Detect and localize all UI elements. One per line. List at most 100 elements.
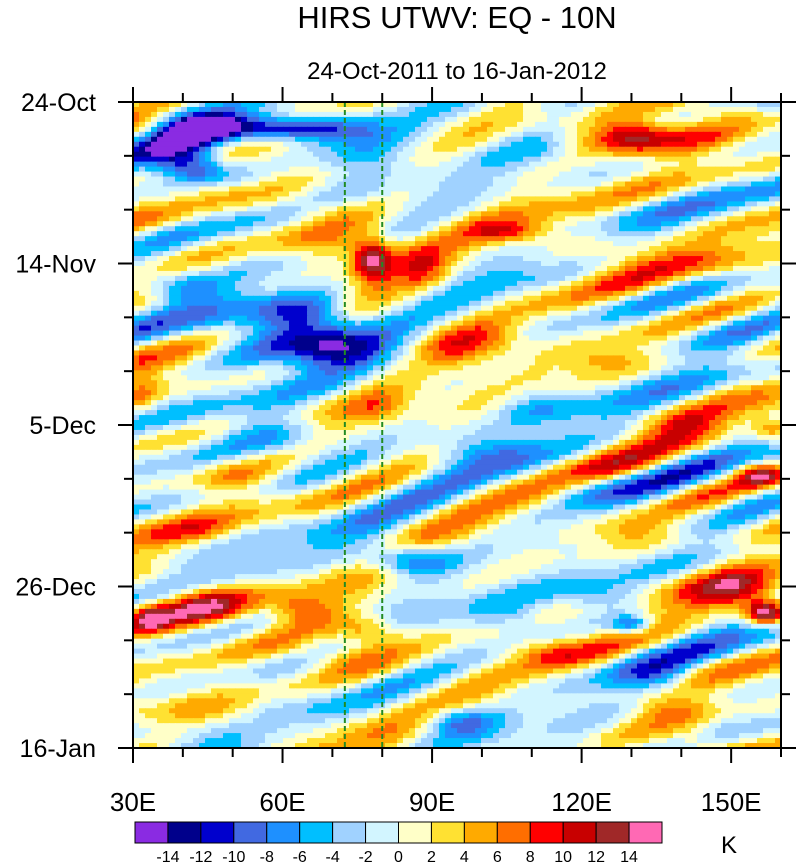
heatmap-cell — [433, 151, 440, 158]
heatmap-cell — [727, 176, 734, 183]
heatmap-cell — [451, 196, 458, 202]
heatmap-cell — [343, 295, 350, 302]
heatmap-cell — [163, 236, 170, 242]
heatmap-cell — [481, 191, 488, 198]
heatmap-cell — [175, 136, 182, 143]
heatmap-cell — [541, 116, 548, 123]
heatmap-cell — [289, 131, 296, 138]
heatmap-cell — [397, 161, 404, 168]
heatmap-cell — [295, 310, 302, 317]
heatmap-cell — [361, 290, 368, 297]
heatmap-cell — [211, 216, 218, 222]
heatmap-cell — [709, 241, 716, 247]
heatmap-cell — [643, 116, 650, 123]
heatmap-cell — [553, 285, 560, 292]
heatmap-cell — [283, 121, 290, 128]
heatmap-cell — [241, 236, 248, 242]
heatmap-cell — [199, 131, 206, 138]
heatmap-cell — [361, 310, 368, 317]
heatmap-cell — [613, 176, 620, 183]
heatmap-cell — [667, 226, 674, 232]
heatmap-cell — [643, 131, 650, 138]
heatmap-cell — [295, 285, 302, 292]
heatmap-cell — [541, 231, 548, 237]
heatmap-cell — [529, 181, 536, 188]
heatmap-cell — [253, 300, 260, 307]
heatmap-cell — [775, 226, 782, 232]
heatmap-cell — [235, 320, 242, 327]
heatmap-cell — [571, 216, 578, 222]
heatmap-cell — [445, 261, 452, 267]
heatmap-cell — [325, 121, 332, 128]
heatmap-cell — [421, 201, 428, 207]
heatmap-cell — [709, 261, 716, 267]
heatmap-cell — [307, 206, 314, 212]
heatmap-cell — [247, 121, 254, 128]
heatmap-cell — [349, 156, 356, 163]
heatmap-cell — [727, 211, 734, 217]
heatmap-cell — [577, 156, 584, 163]
heatmap-cell — [361, 285, 368, 292]
heatmap-cell — [403, 116, 410, 123]
heatmap-cell — [175, 290, 182, 297]
heatmap-cell — [607, 285, 614, 292]
heatmap-cell — [205, 320, 212, 327]
heatmap-cell — [547, 275, 554, 282]
heatmap-cell — [205, 191, 212, 198]
heatmap-cell — [475, 256, 482, 262]
heatmap-cell — [721, 211, 728, 217]
heatmap-cell — [541, 285, 548, 292]
heatmap-cell — [397, 226, 404, 232]
heatmap-cell — [751, 241, 758, 247]
heatmap-cell — [511, 166, 518, 173]
heatmap-cell — [571, 161, 578, 168]
heatmap-cell — [301, 246, 308, 252]
heatmap-cell — [685, 325, 692, 332]
heatmap-cell — [223, 231, 230, 237]
heatmap-cell — [559, 201, 566, 207]
heatmap-cell — [163, 285, 170, 292]
heatmap-cell — [319, 121, 326, 128]
heatmap-cell — [661, 261, 668, 267]
heatmap-cell — [409, 246, 416, 252]
heatmap-cell — [487, 136, 494, 143]
heatmap-cell — [265, 275, 272, 282]
heatmap-cell — [337, 221, 344, 227]
heatmap-cell — [355, 102, 362, 108]
heatmap-cell — [349, 305, 356, 312]
heatmap-cell — [157, 310, 164, 317]
heatmap-cell — [271, 241, 278, 247]
heatmap-cell — [205, 201, 212, 207]
heatmap-cell — [271, 211, 278, 217]
heatmap-cell — [313, 310, 320, 317]
heatmap-cell — [223, 325, 230, 332]
heatmap-cell — [247, 161, 254, 168]
heatmap-cell — [391, 116, 398, 123]
heatmap-cell — [271, 126, 278, 133]
heatmap-cell — [577, 206, 584, 212]
heatmap-cell — [271, 320, 278, 327]
heatmap-cell — [499, 206, 506, 212]
heatmap-cell — [223, 270, 230, 277]
heatmap-cell — [349, 226, 356, 232]
heatmap-cell — [343, 151, 350, 158]
heatmap-cell — [439, 325, 446, 332]
heatmap-cell — [559, 111, 566, 118]
heatmap-cell — [745, 221, 752, 227]
heatmap-cell — [583, 265, 590, 272]
heatmap-cell — [769, 216, 776, 222]
heatmap-cell — [193, 261, 200, 267]
heatmap-cell — [409, 285, 416, 292]
heatmap-cell — [295, 136, 302, 143]
heatmap-cell — [367, 116, 374, 123]
heatmap-cell — [697, 111, 704, 118]
heatmap-cell — [415, 111, 422, 118]
heatmap-cell — [463, 310, 470, 317]
heatmap-cell — [379, 176, 386, 183]
heatmap-cell — [523, 256, 530, 262]
heatmap-cell — [769, 300, 776, 307]
heatmap-cell — [265, 196, 272, 202]
heatmap-cell — [697, 280, 704, 287]
heatmap-cell — [361, 106, 368, 113]
heatmap-cell — [763, 231, 770, 237]
